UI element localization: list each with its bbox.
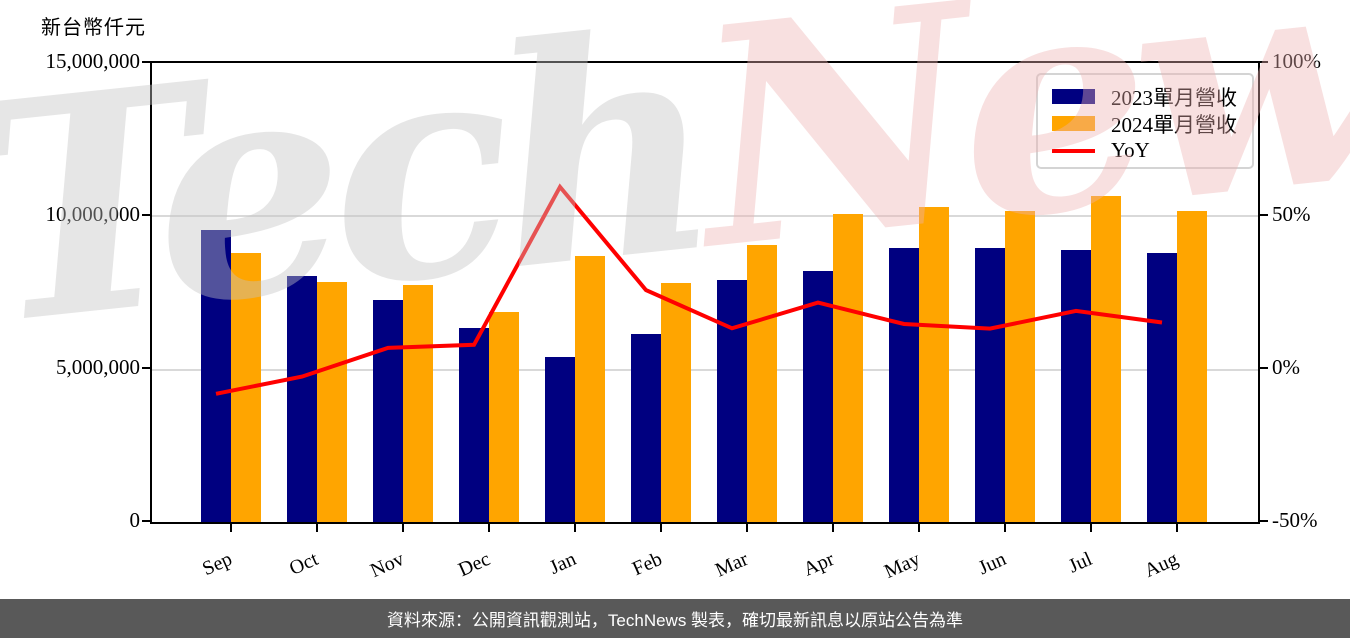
bar-2024-apr (833, 214, 863, 522)
source-footer-text: 資料來源：公開資訊觀測站，TechNews 製表，確切最新訊息以原站公告為準 (386, 611, 964, 630)
right-tick-mark (1260, 367, 1268, 369)
x-tick-label-jun: Jun (975, 547, 1010, 580)
yoy-line (215, 183, 1163, 396)
x-tick-label-mar: Mar (712, 547, 752, 582)
legend-swatch-2024 (1052, 116, 1095, 131)
bar-2023-dec (459, 327, 489, 522)
x-tick-label-may: May (881, 547, 924, 583)
x-tick-mark (746, 524, 748, 532)
right-tick-mark (1260, 214, 1268, 216)
legend-item-2024: 2024單月營收 (1052, 110, 1252, 137)
x-tick-mark (1176, 524, 1178, 532)
x-tick-label-dec: Dec (455, 547, 494, 582)
left-tick-mark (142, 61, 150, 63)
bar-2023-jul (1061, 249, 1091, 522)
bar-2024-jan (575, 255, 605, 522)
x-tick-label-apr: Apr (800, 547, 838, 581)
bar-2023-may (889, 248, 919, 522)
gridline-5m (152, 369, 1258, 371)
bar-2024-jun (1005, 211, 1035, 522)
bar-2024-may (919, 206, 949, 522)
x-tick-label-sep: Sep (199, 547, 236, 581)
left-axis-title: 新台幣仟元 (41, 17, 146, 39)
right-tick-label: 0% (1272, 355, 1300, 379)
x-tick-label-jan: Jan (546, 547, 580, 579)
left-tick-label: 5,000,000 (56, 355, 140, 379)
bar-2024-feb (661, 283, 691, 522)
x-tick-mark (316, 524, 318, 532)
right-tick-label: 50% (1272, 202, 1311, 226)
x-tick-mark (660, 524, 662, 532)
x-tick-label-feb: Feb (629, 547, 666, 581)
x-tick-label-aug: Aug (1141, 547, 1182, 583)
bar-2023-feb (631, 333, 661, 522)
legend-item-2023: 2023單月營收 (1052, 83, 1252, 110)
x-tick-mark (230, 524, 232, 532)
bar-2023-oct (287, 275, 317, 522)
left-tick-mark (142, 214, 150, 216)
yoy-line-layer (215, 183, 1163, 396)
legend-label-yoy: YoY (1111, 138, 1150, 162)
chart-legend: 2023單月營收 2024單月營收 YoY (1036, 73, 1254, 169)
bar-2023-aug (1147, 252, 1177, 522)
source-footer-bar: 資料來源：公開資訊觀測站，TechNews 製表，確切最新訊息以原站公告為準 (0, 599, 1350, 638)
bar-2023-sep (201, 229, 231, 522)
bar-2024-oct (317, 281, 347, 522)
bar-2023-nov (373, 300, 403, 522)
bar-2023-apr (803, 271, 833, 522)
x-tick-mark (918, 524, 920, 532)
plot-area: 2023單月營收 2024單月營收 YoY (150, 61, 1260, 524)
right-tick-label: -50% (1272, 508, 1318, 532)
right-tick-mark (1260, 61, 1268, 63)
legend-swatch-yoy (1052, 148, 1095, 153)
left-tick-mark (142, 367, 150, 369)
left-tick-label: 10,000,000 (45, 202, 141, 226)
right-tick-mark (1260, 520, 1268, 522)
bar-2024-mar (747, 245, 777, 522)
left-tick-label: 15,000,000 (45, 49, 141, 73)
bar-2024-nov (403, 284, 433, 522)
legend-label-2024: 2024單月營收 (1111, 112, 1237, 137)
legend-label-2023: 2023單月營收 (1111, 85, 1237, 110)
x-tick-label-nov: Nov (367, 547, 408, 583)
x-tick-mark (574, 524, 576, 532)
bar-2023-mar (717, 280, 747, 522)
gridline-10m (152, 215, 1258, 217)
bar-2024-aug (1177, 211, 1207, 522)
x-tick-mark (1090, 524, 1092, 532)
legend-item-yoy: YoY (1052, 137, 1252, 164)
x-tick-label-jul: Jul (1065, 547, 1096, 578)
bar-2023-jan (545, 356, 575, 522)
left-tick-mark (142, 520, 150, 522)
left-tick-label: 0 (129, 508, 141, 532)
bar-2023-jun (975, 248, 1005, 522)
bar-2024-jul (1091, 196, 1121, 522)
x-tick-mark (1004, 524, 1006, 532)
x-tick-mark (402, 524, 404, 532)
x-tick-mark (832, 524, 834, 532)
x-tick-mark (488, 524, 490, 532)
x-tick-label-oct: Oct (286, 547, 322, 580)
bar-2024-dec (489, 312, 519, 522)
legend-swatch-2023 (1052, 89, 1095, 104)
right-tick-label: 100% (1272, 49, 1321, 73)
